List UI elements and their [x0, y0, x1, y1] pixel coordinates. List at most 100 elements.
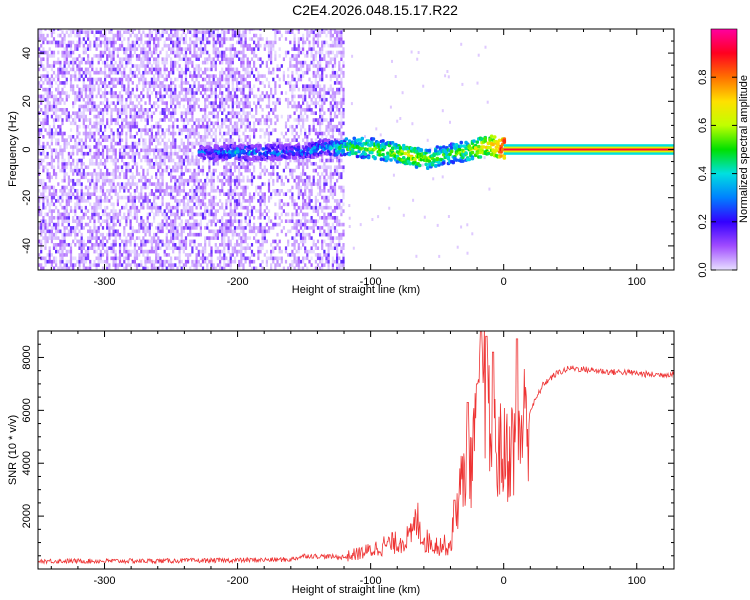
noise-cell	[165, 216, 168, 220]
noise-cell	[148, 43, 151, 48]
noise-cell	[295, 239, 298, 244]
noise-cell	[284, 50, 288, 55]
noise-cell	[291, 172, 294, 176]
noise-cell	[121, 138, 124, 142]
noise-cell	[44, 212, 47, 217]
noise-cell	[50, 239, 53, 244]
noise-cell	[280, 175, 283, 180]
noise-cell	[125, 138, 128, 142]
noise-cell	[108, 266, 111, 270]
noise-cell	[46, 239, 49, 244]
noise-cell	[242, 141, 245, 146]
noise-cell	[76, 178, 79, 183]
noise-cell	[104, 70, 107, 75]
noise-cell	[259, 246, 262, 250]
noise-cell	[114, 266, 117, 270]
noise-cell	[95, 172, 98, 176]
noise-cell	[248, 226, 251, 230]
noise-cell	[248, 168, 251, 173]
noise-cell	[276, 263, 279, 267]
noise-cell	[295, 165, 298, 169]
noise-cell	[176, 246, 179, 250]
noise-cell	[195, 185, 198, 190]
noise-cell	[150, 165, 153, 169]
noise-cell	[118, 165, 122, 169]
noise-cell	[257, 256, 260, 261]
noise-cell	[178, 178, 181, 183]
noise-cell	[125, 185, 128, 190]
noise-cell	[270, 121, 273, 126]
noise-cell	[238, 57, 241, 61]
noise-cell	[219, 226, 222, 230]
noise-cell	[97, 104, 100, 109]
noise-cell	[57, 138, 60, 142]
noise-cell	[84, 199, 87, 203]
noise-cell	[272, 141, 275, 146]
noise-cell	[46, 33, 49, 38]
noise-cell	[123, 243, 126, 247]
noise-cell	[182, 141, 185, 146]
noise-cell	[159, 259, 162, 264]
noise-cell	[153, 77, 156, 82]
noise-cell	[89, 81, 92, 85]
noise-cell	[76, 94, 79, 99]
noise-cell	[267, 195, 271, 200]
noise-cell	[272, 259, 275, 264]
noise-cell	[199, 202, 202, 207]
noise-cell	[144, 192, 147, 196]
noise-cell	[127, 91, 130, 95]
noise-cell	[191, 249, 194, 254]
noise-cell	[229, 243, 232, 247]
noise-cell	[78, 148, 81, 153]
noise-cell	[97, 43, 100, 48]
noise-cell	[161, 162, 164, 166]
noise-cell	[257, 87, 260, 92]
noise-cell	[135, 189, 139, 193]
noise-cell	[246, 104, 249, 109]
noise-cell	[182, 151, 185, 156]
noise-cell	[89, 172, 92, 176]
noise-cell	[40, 57, 43, 61]
noise-cell	[114, 155, 117, 159]
noise-cell	[219, 70, 222, 75]
noise-cell	[197, 54, 200, 58]
noise-cell	[108, 226, 111, 230]
noise-cell	[46, 202, 49, 207]
noise-cell	[197, 121, 200, 126]
noise-cell	[67, 135, 70, 139]
noise-cell	[219, 205, 222, 210]
noise-cell	[212, 108, 215, 112]
noise-cell	[216, 141, 219, 146]
noise-cell	[236, 199, 239, 203]
noise-cell	[125, 219, 128, 223]
noise-cell	[78, 246, 81, 250]
noise-cell	[93, 162, 96, 166]
noise-cell	[167, 87, 171, 92]
noise-cell	[174, 84, 177, 88]
noise-cell	[148, 114, 151, 119]
noise-cell	[84, 50, 87, 55]
noise-cell	[223, 33, 226, 38]
noise-cell	[221, 266, 224, 270]
noise-cell	[287, 74, 290, 78]
noise-cell	[55, 108, 58, 112]
noise-cell	[131, 114, 134, 119]
noise-cell	[159, 74, 162, 78]
noise-cell	[163, 131, 166, 136]
noise-cell	[121, 94, 124, 99]
noise-cell	[38, 212, 41, 217]
noise-cell	[233, 182, 237, 186]
noise-cell	[112, 101, 115, 105]
noise-cell	[89, 263, 92, 267]
noise-cell	[257, 253, 260, 257]
noise-cell	[225, 47, 228, 51]
noise-cell	[67, 141, 70, 146]
noise-cell	[131, 226, 134, 230]
noise-cell	[253, 54, 256, 58]
noise-cell	[263, 195, 266, 200]
noise-cell	[280, 219, 283, 223]
noise-cell	[129, 182, 132, 186]
noise-cell	[144, 145, 147, 149]
noise-cell	[250, 259, 254, 264]
noise-cell	[131, 124, 134, 129]
